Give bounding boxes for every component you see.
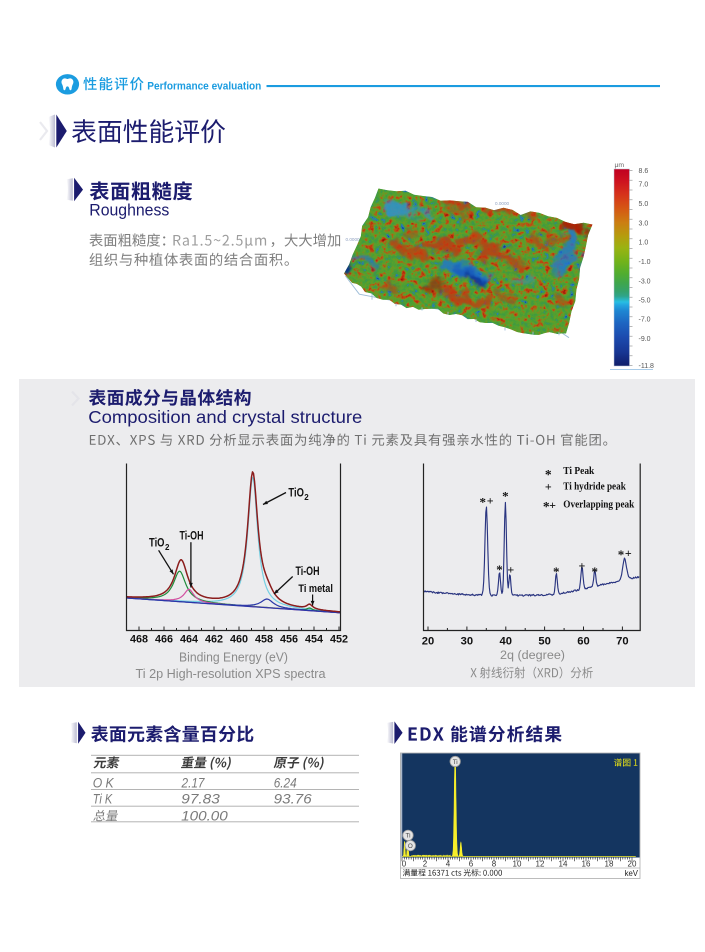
svg-text:20: 20 — [628, 860, 637, 869]
svg-text:+: + — [625, 546, 632, 560]
svg-text:2: 2 — [165, 543, 170, 552]
svg-text:454: 454 — [305, 634, 323, 646]
svg-text:Roughness: Roughness — [89, 201, 169, 220]
svg-text:+: + — [545, 479, 552, 493]
svg-text:464: 464 — [180, 634, 198, 646]
svg-text:2q (degree): 2q (degree) — [500, 648, 565, 662]
svg-text:O: O — [408, 843, 413, 850]
svg-text:-7.0: -7.0 — [639, 317, 651, 324]
svg-text:2.17: 2.17 — [181, 776, 205, 791]
svg-text:-3.0: -3.0 — [639, 278, 651, 285]
svg-text:4: 4 — [446, 860, 451, 869]
svg-text:Ti metal: Ti metal — [298, 583, 333, 595]
svg-text:*: * — [553, 564, 560, 579]
svg-text:O K: O K — [93, 776, 115, 791]
svg-text:16: 16 — [582, 860, 591, 869]
svg-text:Ti: Ti — [405, 833, 410, 840]
svg-text:70: 70 — [616, 635, 628, 647]
svg-text:+: + — [487, 494, 494, 508]
svg-text:Performance evaluation: Performance evaluation — [147, 81, 261, 93]
svg-text:18: 18 — [605, 860, 614, 869]
svg-text:6.24: 6.24 — [274, 776, 297, 791]
svg-text:*: * — [479, 495, 486, 510]
svg-text:-1.0: -1.0 — [639, 259, 651, 266]
svg-text:93.76: 93.76 — [274, 792, 313, 807]
svg-text:+: + — [579, 558, 586, 572]
svg-text:30: 30 — [461, 635, 473, 647]
svg-text:TiO: TiO — [288, 487, 304, 499]
svg-text:462: 462 — [205, 634, 223, 646]
svg-text:2: 2 — [304, 493, 309, 502]
svg-text:7.0: 7.0 — [639, 182, 649, 189]
svg-text:10: 10 — [513, 860, 522, 869]
svg-text:+: + — [507, 563, 514, 577]
svg-text:Ti: Ti — [453, 759, 458, 766]
svg-text:*: * — [545, 467, 552, 482]
svg-text:8.6: 8.6 — [639, 168, 649, 175]
svg-text:5.0: 5.0 — [639, 201, 649, 208]
svg-text:-5.0: -5.0 — [639, 297, 651, 304]
svg-text:0: 0 — [402, 860, 407, 869]
svg-text:12: 12 — [536, 860, 545, 869]
svg-text:1.0: 1.0 — [639, 240, 649, 247]
svg-text:97.83: 97.83 — [181, 792, 220, 807]
svg-text:456: 456 — [280, 634, 298, 646]
svg-text:40: 40 — [500, 635, 512, 647]
svg-text:Binding Energy (eV): Binding Energy (eV) — [179, 651, 288, 665]
svg-text:Ti Peak: Ti Peak — [563, 466, 594, 477]
svg-text:Ti K: Ti K — [93, 792, 113, 807]
svg-text:14: 14 — [559, 860, 568, 869]
svg-text:2: 2 — [423, 860, 428, 869]
svg-text:-11.8: -11.8 — [639, 363, 655, 370]
svg-text:458: 458 — [255, 634, 273, 646]
svg-text:TiO: TiO — [149, 537, 165, 549]
svg-text:60: 60 — [577, 635, 589, 647]
svg-text:Ti hydride peak: Ti hydride peak — [563, 482, 626, 493]
svg-text:-9.0: -9.0 — [639, 336, 651, 343]
svg-text:*: * — [502, 489, 509, 504]
svg-text:*: * — [543, 499, 550, 514]
svg-text:100.00: 100.00 — [181, 808, 228, 823]
svg-text:6: 6 — [469, 860, 474, 869]
svg-text:*: * — [592, 564, 599, 579]
svg-text:+: + — [549, 498, 556, 512]
svg-text:keV: keV — [625, 869, 639, 878]
svg-text:*: * — [618, 547, 625, 562]
svg-text:468: 468 — [130, 634, 148, 646]
svg-text:Ti-OH: Ti-OH — [296, 566, 320, 578]
svg-text:452: 452 — [330, 634, 348, 646]
svg-text:0.0000: 0.0000 — [346, 237, 360, 242]
svg-text:Ti 2p High-resolution XPS spec: Ti 2p High-resolution XPS spectra — [136, 667, 326, 681]
svg-text:20: 20 — [422, 635, 434, 647]
svg-text:50: 50 — [538, 635, 550, 647]
svg-text:*: * — [496, 562, 503, 577]
svg-text:466: 466 — [155, 634, 173, 646]
svg-text:μm: μm — [615, 162, 625, 169]
svg-text:Overlapping peak: Overlapping peak — [563, 499, 634, 510]
svg-text:0.0000: 0.0000 — [495, 201, 509, 206]
svg-text:Ti-OH: Ti-OH — [180, 531, 204, 543]
svg-text:Composition and crystal struct: Composition and crystal structure — [88, 407, 362, 427]
svg-text:3.0: 3.0 — [639, 220, 649, 227]
svg-text:8: 8 — [492, 860, 497, 869]
svg-text:460: 460 — [230, 634, 248, 646]
